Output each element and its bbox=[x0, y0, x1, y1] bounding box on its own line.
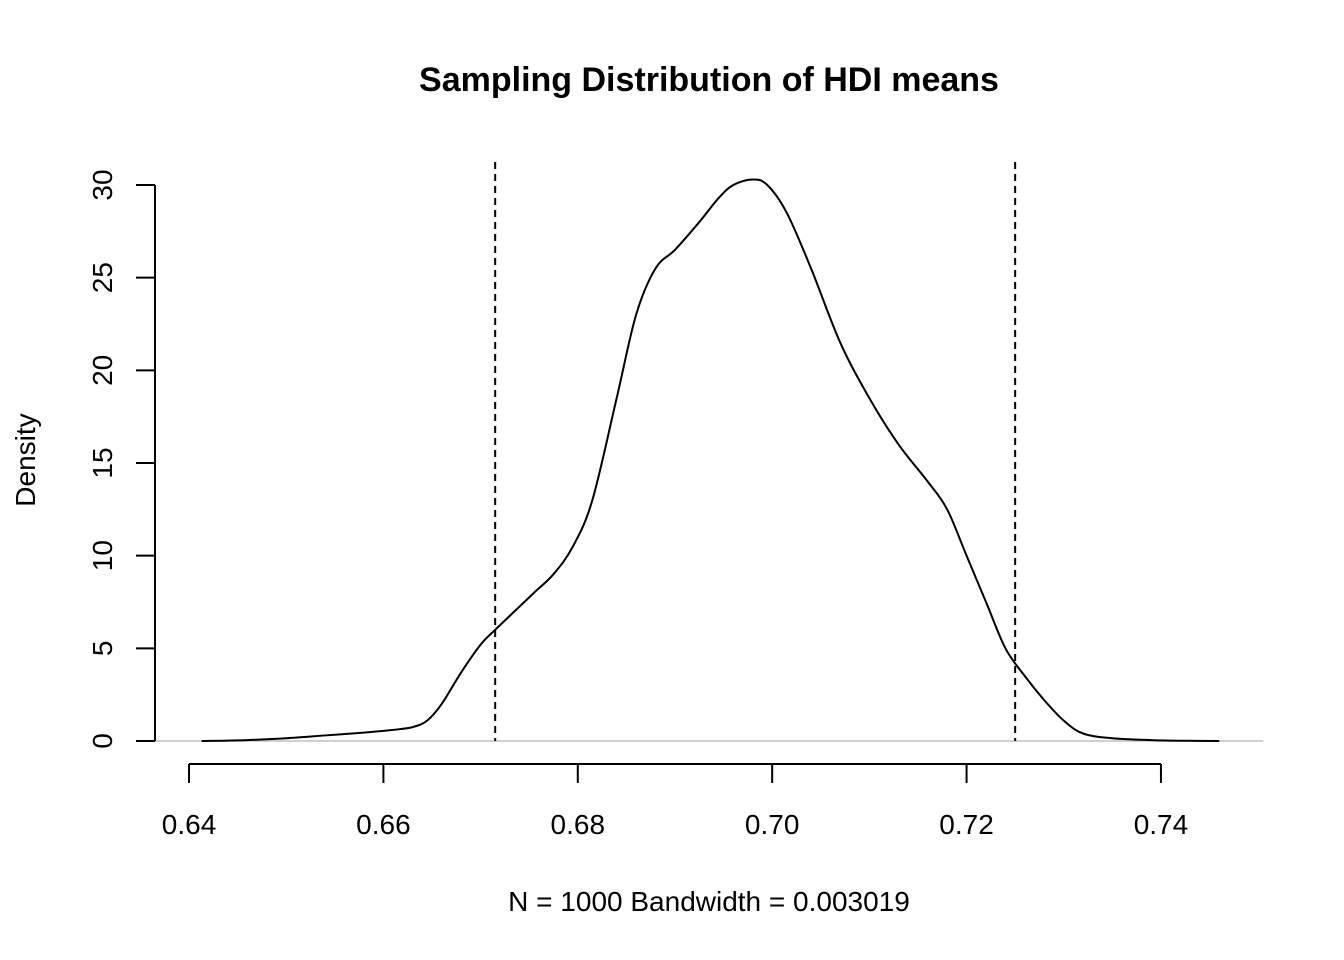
x-tick-label: 0.66 bbox=[356, 809, 411, 840]
x-axis: 0.64 0.66 0.68 0.70 0.72 0.74 bbox=[162, 763, 1189, 840]
y-tick-label: 5 bbox=[87, 641, 118, 657]
x-tick-label: 0.68 bbox=[551, 809, 606, 840]
plot-area bbox=[155, 162, 1263, 742]
x-tick-label: 0.72 bbox=[939, 809, 994, 840]
y-tick-label: 20 bbox=[87, 355, 118, 386]
x-axis-label: N = 1000 Bandwidth = 0.003019 bbox=[508, 886, 910, 917]
y-axis-label: Density bbox=[10, 413, 41, 506]
x-tick-label: 0.64 bbox=[162, 809, 217, 840]
x-tick-label: 0.74 bbox=[1134, 809, 1189, 840]
chart-title: Sampling Distribution of HDI means bbox=[419, 61, 999, 99]
y-tick-label: 0 bbox=[87, 733, 118, 749]
x-tick-label: 0.70 bbox=[745, 809, 800, 840]
y-tick-label: 15 bbox=[87, 447, 118, 478]
y-tick-label: 10 bbox=[87, 540, 118, 571]
y-axis: 0 5 10 15 20 25 30 bbox=[87, 169, 156, 749]
density-curve bbox=[201, 178, 1220, 742]
y-tick-label: 30 bbox=[87, 169, 118, 200]
y-tick-label: 25 bbox=[87, 262, 118, 293]
